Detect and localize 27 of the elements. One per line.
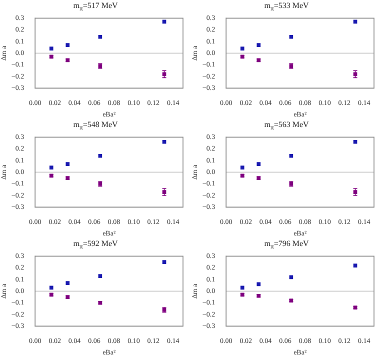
point <box>98 154 102 158</box>
chart-title: m$_{π}$=533 MeV <box>263 0 310 13</box>
chart-title: m$_{π}$=517 MeV <box>72 0 119 13</box>
chart-title: m$_{π}$=796 MeV <box>263 238 310 251</box>
chart-title: m$_{π}$=548 MeV <box>72 119 119 132</box>
point <box>240 46 244 50</box>
point <box>49 46 54 50</box>
point <box>49 286 54 290</box>
point <box>240 286 244 290</box>
point <box>162 140 166 144</box>
point <box>66 281 70 285</box>
point <box>256 43 261 47</box>
chart-title: m$_{π}$=563 MeV <box>263 119 310 132</box>
point <box>353 140 358 144</box>
point <box>256 282 261 286</box>
point <box>98 274 102 278</box>
point <box>353 264 358 268</box>
point <box>256 162 261 166</box>
point <box>66 43 70 47</box>
point <box>240 166 244 170</box>
point <box>66 162 70 166</box>
chart-title: m$_{π}$=592 MeV <box>72 238 119 251</box>
point <box>289 34 294 39</box>
point <box>49 166 54 170</box>
point <box>162 260 166 264</box>
point <box>289 154 294 158</box>
point <box>98 34 102 39</box>
